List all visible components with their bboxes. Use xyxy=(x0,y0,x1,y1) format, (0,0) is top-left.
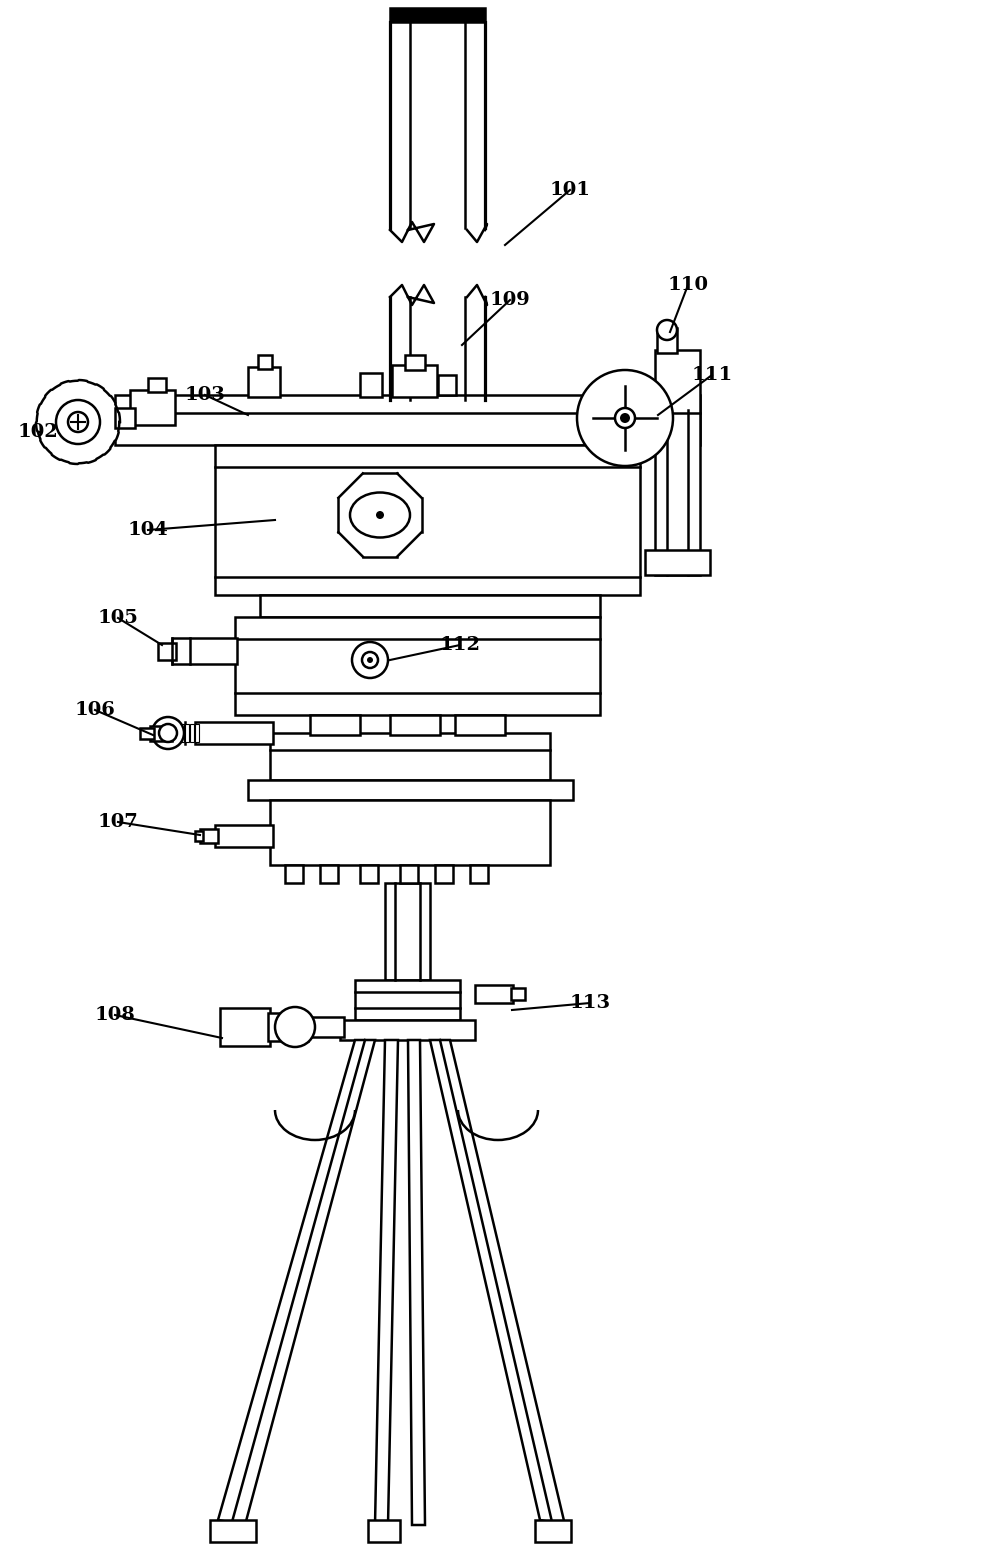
Bar xyxy=(158,642,176,660)
Bar xyxy=(258,356,272,368)
Bar xyxy=(268,1012,308,1040)
Bar xyxy=(368,1520,400,1542)
Bar xyxy=(235,617,600,715)
Bar xyxy=(195,724,199,743)
Bar xyxy=(175,724,179,743)
Circle shape xyxy=(159,724,177,743)
Text: 105: 105 xyxy=(97,610,138,627)
Circle shape xyxy=(352,642,388,679)
Bar xyxy=(355,979,460,1020)
Bar xyxy=(405,356,425,370)
Bar xyxy=(248,367,280,396)
Circle shape xyxy=(657,320,677,340)
Text: 104: 104 xyxy=(127,520,168,539)
Ellipse shape xyxy=(350,492,410,537)
Bar xyxy=(140,729,154,740)
Bar xyxy=(185,724,189,743)
Bar xyxy=(511,989,525,1000)
Circle shape xyxy=(376,511,384,519)
Bar xyxy=(390,715,440,735)
Bar xyxy=(340,1020,475,1040)
Polygon shape xyxy=(408,1040,425,1525)
Bar xyxy=(150,726,172,741)
Text: 103: 103 xyxy=(184,385,225,404)
Bar xyxy=(195,722,273,744)
Circle shape xyxy=(56,400,100,443)
Text: 113: 113 xyxy=(570,993,611,1012)
Bar xyxy=(310,715,360,735)
Text: 109: 109 xyxy=(489,291,531,309)
Bar xyxy=(470,865,488,882)
Polygon shape xyxy=(375,1040,398,1525)
Bar xyxy=(645,550,710,575)
Bar xyxy=(385,882,430,979)
Bar xyxy=(180,724,184,743)
Bar xyxy=(260,595,600,617)
Circle shape xyxy=(615,407,635,428)
Text: 106: 106 xyxy=(74,700,115,719)
Bar xyxy=(392,365,437,396)
Bar xyxy=(285,865,303,882)
Polygon shape xyxy=(430,1040,565,1525)
Bar xyxy=(360,373,382,396)
Bar xyxy=(190,724,194,743)
Bar xyxy=(438,375,456,395)
Bar xyxy=(248,780,573,801)
Bar xyxy=(390,8,485,22)
Bar xyxy=(210,1520,256,1542)
Bar xyxy=(655,349,700,575)
Bar xyxy=(475,986,513,1003)
Bar xyxy=(455,715,505,735)
Bar xyxy=(215,445,640,595)
Bar xyxy=(320,865,338,882)
Circle shape xyxy=(68,412,88,432)
Text: 112: 112 xyxy=(439,636,480,653)
Bar xyxy=(400,865,418,882)
Bar xyxy=(200,829,218,843)
Polygon shape xyxy=(218,1040,375,1525)
Bar xyxy=(220,1008,270,1047)
Bar xyxy=(115,395,700,445)
Bar xyxy=(270,733,550,780)
Text: 107: 107 xyxy=(98,813,138,831)
Circle shape xyxy=(362,652,378,668)
Bar xyxy=(195,831,203,841)
Text: 111: 111 xyxy=(692,367,733,384)
Bar xyxy=(657,328,677,353)
Circle shape xyxy=(367,657,373,663)
Bar xyxy=(306,1017,344,1037)
Polygon shape xyxy=(36,381,120,464)
Circle shape xyxy=(577,370,673,465)
Text: 102: 102 xyxy=(18,423,58,440)
Bar xyxy=(172,638,237,664)
Bar xyxy=(535,1520,571,1542)
Circle shape xyxy=(275,1008,315,1047)
Circle shape xyxy=(152,718,184,749)
Bar xyxy=(270,801,550,865)
Bar xyxy=(215,824,273,848)
Text: 101: 101 xyxy=(550,182,591,199)
Bar xyxy=(115,407,135,428)
Text: 108: 108 xyxy=(95,1006,135,1023)
Bar xyxy=(360,865,378,882)
Bar xyxy=(148,378,166,392)
Text: 110: 110 xyxy=(668,276,709,295)
Bar xyxy=(435,865,453,882)
Circle shape xyxy=(620,414,630,423)
Bar xyxy=(130,390,175,425)
